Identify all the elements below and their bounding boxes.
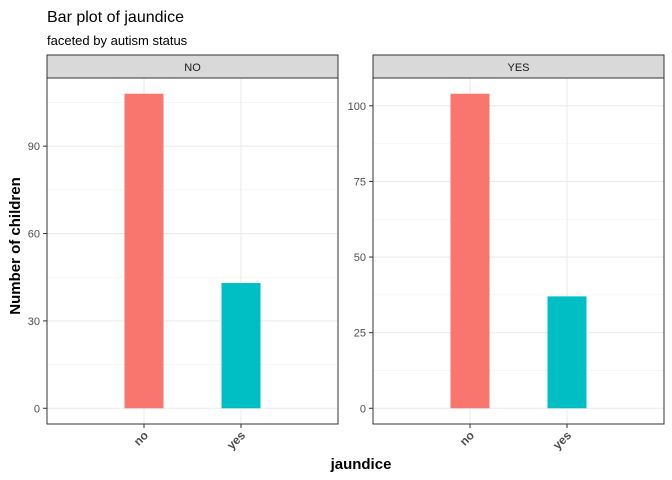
y-axis-title: Number of children xyxy=(7,177,24,315)
y-tick-label: 90 xyxy=(28,141,40,153)
panel-border xyxy=(372,77,665,425)
panel-background xyxy=(47,78,338,424)
x-tick-label: yes xyxy=(550,428,574,452)
chart-title: Bar plot of jaundice xyxy=(47,9,184,26)
facet-panel-yes: YES 0 25 50 75 100 no yes xyxy=(348,54,665,452)
bar-yes xyxy=(221,283,261,409)
bar-no xyxy=(450,93,490,409)
panel-background xyxy=(373,78,664,424)
y-tick-label: 0 xyxy=(360,403,366,415)
facet-panel-no: NO 0 30 60 90 no yes xyxy=(28,54,339,452)
y-tick-label: 30 xyxy=(28,316,40,328)
x-tick-label: no xyxy=(131,428,151,448)
y-tick-label: 0 xyxy=(34,403,40,415)
y-tick-label: 50 xyxy=(354,252,366,264)
x-tick-label: yes xyxy=(224,428,248,452)
panel-border xyxy=(46,77,339,425)
y-tick-label: 60 xyxy=(28,229,40,241)
facet-strip-label: NO xyxy=(184,62,201,74)
bar-yes xyxy=(547,296,587,409)
y-tick-label: 75 xyxy=(354,176,366,188)
y-tick-label: 100 xyxy=(348,101,366,113)
x-axis-title: jaundice xyxy=(330,456,392,473)
y-tick-label: 25 xyxy=(354,328,366,340)
chart-subtitle: faceted by autism status xyxy=(47,33,188,48)
facet-panels: NO 0 30 60 90 no yes YES 0 25 50 75 100 no yes xyxy=(28,54,665,452)
x-tick-label: no xyxy=(457,428,477,448)
bar-no xyxy=(124,93,164,409)
facet-strip-label: YES xyxy=(507,62,529,74)
